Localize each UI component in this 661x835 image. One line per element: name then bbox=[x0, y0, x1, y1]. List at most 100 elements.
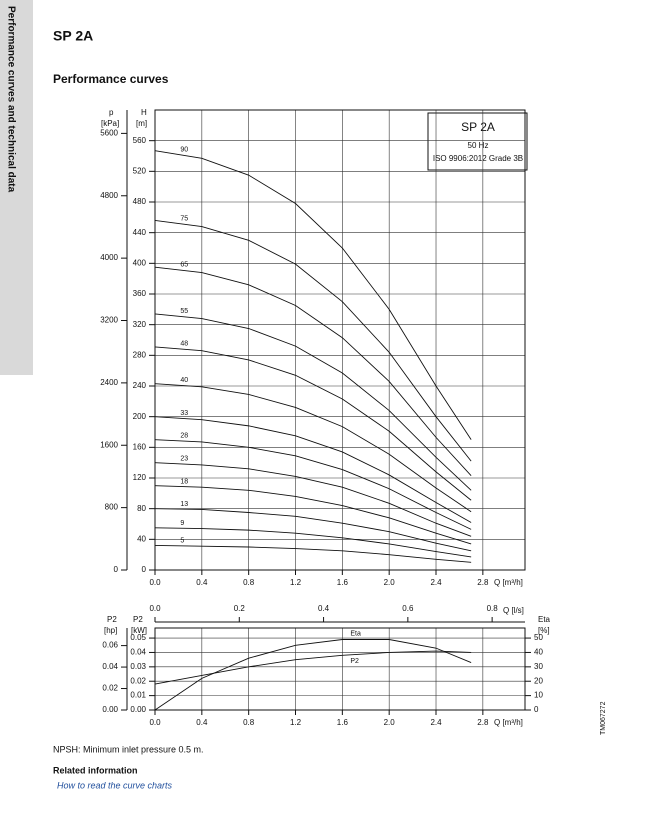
tick-label: 0.01 bbox=[130, 691, 146, 700]
npsh-note: NPSH: Minimum inlet pressure 0.5 m. bbox=[53, 744, 204, 754]
curve bbox=[154, 462, 472, 537]
curve bbox=[154, 313, 472, 491]
y2-axis-label: [%] bbox=[538, 626, 550, 635]
tick-label: 0 bbox=[534, 705, 539, 714]
tick-label: 1.2 bbox=[290, 578, 302, 587]
tick-label: 0.0 bbox=[149, 718, 161, 727]
tick-label: 0.06 bbox=[102, 641, 118, 650]
curve bbox=[154, 383, 472, 513]
curve bbox=[154, 485, 472, 545]
tick-label: 80 bbox=[137, 504, 146, 513]
tick-label: 2.4 bbox=[430, 718, 442, 727]
y-axis-label: [m] bbox=[136, 119, 147, 128]
curve-label: 5 bbox=[180, 538, 184, 545]
curve bbox=[154, 650, 472, 685]
curve bbox=[154, 545, 472, 563]
tick-label: 0.04 bbox=[130, 648, 146, 657]
tick-label: 320 bbox=[133, 320, 147, 329]
hp-axis-label: [hp] bbox=[104, 626, 117, 635]
tick-label: 280 bbox=[133, 350, 147, 359]
curve bbox=[154, 346, 472, 501]
tick-label: 400 bbox=[133, 258, 147, 267]
curve-label: Eta bbox=[350, 630, 361, 637]
tick-label: 40 bbox=[137, 534, 146, 543]
x-axis-label: Q [m³/h] bbox=[494, 718, 523, 727]
tick-label: 4000 bbox=[100, 253, 118, 262]
tick-label: 2.8 bbox=[477, 578, 489, 587]
tick-label: 40 bbox=[534, 648, 543, 657]
tick-label: 0.02 bbox=[102, 684, 118, 693]
tick-label: 0.00 bbox=[102, 705, 118, 714]
tick-label: 2.0 bbox=[384, 578, 396, 587]
tick-label: 480 bbox=[133, 197, 147, 206]
tick-label: 0 bbox=[114, 565, 119, 574]
curve bbox=[154, 416, 472, 523]
tick-label: 0 bbox=[142, 565, 147, 574]
sidebar-text: Performance curves and technical data bbox=[5, 6, 16, 193]
tick-label: 2.8 bbox=[477, 718, 489, 727]
tick-label: 0.8 bbox=[243, 718, 255, 727]
tick-label: 0.0 bbox=[149, 604, 161, 613]
legend-box bbox=[427, 112, 528, 171]
page-title: SP 2A bbox=[53, 28, 93, 44]
help-link[interactable]: How to read the curve charts bbox=[57, 780, 173, 790]
tick-label: 2.4 bbox=[430, 578, 442, 587]
tick-label: 0.03 bbox=[130, 662, 146, 671]
tick-label: 520 bbox=[133, 166, 147, 175]
tick-label: 2.0 bbox=[384, 718, 396, 727]
p-axis-label: p bbox=[109, 108, 114, 117]
curve bbox=[154, 439, 472, 530]
tick-label: 200 bbox=[133, 412, 147, 421]
curve-label: 33 bbox=[180, 410, 188, 417]
curve bbox=[154, 639, 472, 711]
related-heading: Related information bbox=[53, 765, 138, 775]
tick-label: 0.4 bbox=[196, 718, 208, 727]
tick-label: 0.00 bbox=[130, 705, 146, 714]
tick-label: 1600 bbox=[100, 440, 118, 449]
tick-label: 160 bbox=[133, 442, 147, 451]
tick-label: 0.4 bbox=[196, 578, 208, 587]
hp-axis-label: P2 bbox=[107, 615, 117, 624]
tick-label: 560 bbox=[133, 136, 147, 145]
curve bbox=[154, 219, 472, 462]
y2-axis-label: Eta bbox=[538, 615, 551, 624]
tick-label: 0.02 bbox=[130, 676, 146, 685]
curve-label: 9 bbox=[180, 520, 184, 527]
tick-label: 1.6 bbox=[337, 578, 349, 587]
curve-label: 18 bbox=[180, 478, 188, 485]
tick-label: 360 bbox=[133, 289, 147, 298]
curve bbox=[154, 508, 472, 552]
tick-label: 3200 bbox=[100, 316, 118, 325]
tick-label: 0.0 bbox=[149, 578, 161, 587]
tick-label: 1.6 bbox=[337, 718, 349, 727]
drawing-code: TM067272 bbox=[600, 701, 607, 735]
curve bbox=[154, 150, 472, 440]
curve-label: P2 bbox=[350, 658, 359, 665]
tick-label: 0.6 bbox=[402, 604, 414, 613]
tick-label: 1.2 bbox=[290, 718, 302, 727]
tick-label: 5600 bbox=[100, 128, 118, 137]
curve bbox=[154, 527, 472, 558]
legend-line: 50 Hz bbox=[468, 141, 489, 150]
legend-title: SP 2A bbox=[461, 120, 495, 134]
x-axis-label: Q [m³/h] bbox=[494, 578, 523, 587]
curve-label: 55 bbox=[180, 308, 188, 315]
curve-label: 40 bbox=[180, 377, 188, 384]
tick-label: 440 bbox=[133, 228, 147, 237]
tick-label: 0.04 bbox=[102, 662, 118, 671]
tick-label: 0.8 bbox=[487, 604, 499, 613]
tick-label: 30 bbox=[534, 662, 543, 671]
plot-frame bbox=[154, 109, 526, 571]
legend-line: ISO 9906:2012 Grade 3B bbox=[433, 154, 523, 163]
p-axis-label: [kPa] bbox=[101, 119, 119, 128]
x2-axis-label: Q [l/s] bbox=[503, 606, 524, 615]
curve-label: 28 bbox=[180, 433, 188, 440]
tick-label: 0.8 bbox=[243, 578, 255, 587]
tick-label: 0.2 bbox=[234, 604, 246, 613]
y-axis-label: [kW] bbox=[131, 626, 147, 635]
curve-label: 90 bbox=[180, 146, 188, 153]
curve bbox=[154, 266, 472, 477]
curve-label: 23 bbox=[180, 456, 188, 463]
